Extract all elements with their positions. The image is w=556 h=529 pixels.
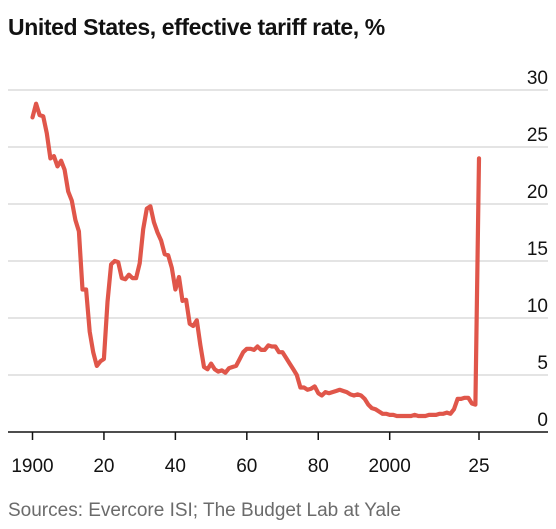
x-tick-label-1920: 20 xyxy=(93,456,114,477)
x-tick-label-1980: 80 xyxy=(308,456,329,477)
x-tick-label-1940: 40 xyxy=(165,456,186,477)
x-axis: 1900 20 40 60 80 2000 25 xyxy=(8,431,548,477)
y-tick-label-10: 10 xyxy=(527,296,548,317)
gridlines xyxy=(8,89,548,376)
x-tick-label-1960: 60 xyxy=(236,456,257,477)
y-tick-label-25: 25 xyxy=(527,125,548,146)
chart-title: United States, effective tariff rate, % xyxy=(8,14,385,40)
source-note: Sources: Evercore ISI; The Budget Lab at… xyxy=(8,500,401,521)
y-tick-label-15: 15 xyxy=(527,239,548,260)
x-tick-label-1900: 1900 xyxy=(11,456,53,477)
series-layer xyxy=(30,101,482,419)
y-tick-label-0: 0 xyxy=(537,410,548,431)
y-tick-label-20: 20 xyxy=(527,182,548,203)
x-tick-label-2000: 2000 xyxy=(369,456,411,477)
y-tick-labels: 0 5 10 15 20 25 30 xyxy=(527,68,548,431)
series-line-0 xyxy=(30,101,482,419)
y-tick-label-5: 5 xyxy=(537,353,548,374)
x-tick-label-2025: 25 xyxy=(468,456,489,477)
y-tick-label-30: 30 xyxy=(527,68,548,89)
